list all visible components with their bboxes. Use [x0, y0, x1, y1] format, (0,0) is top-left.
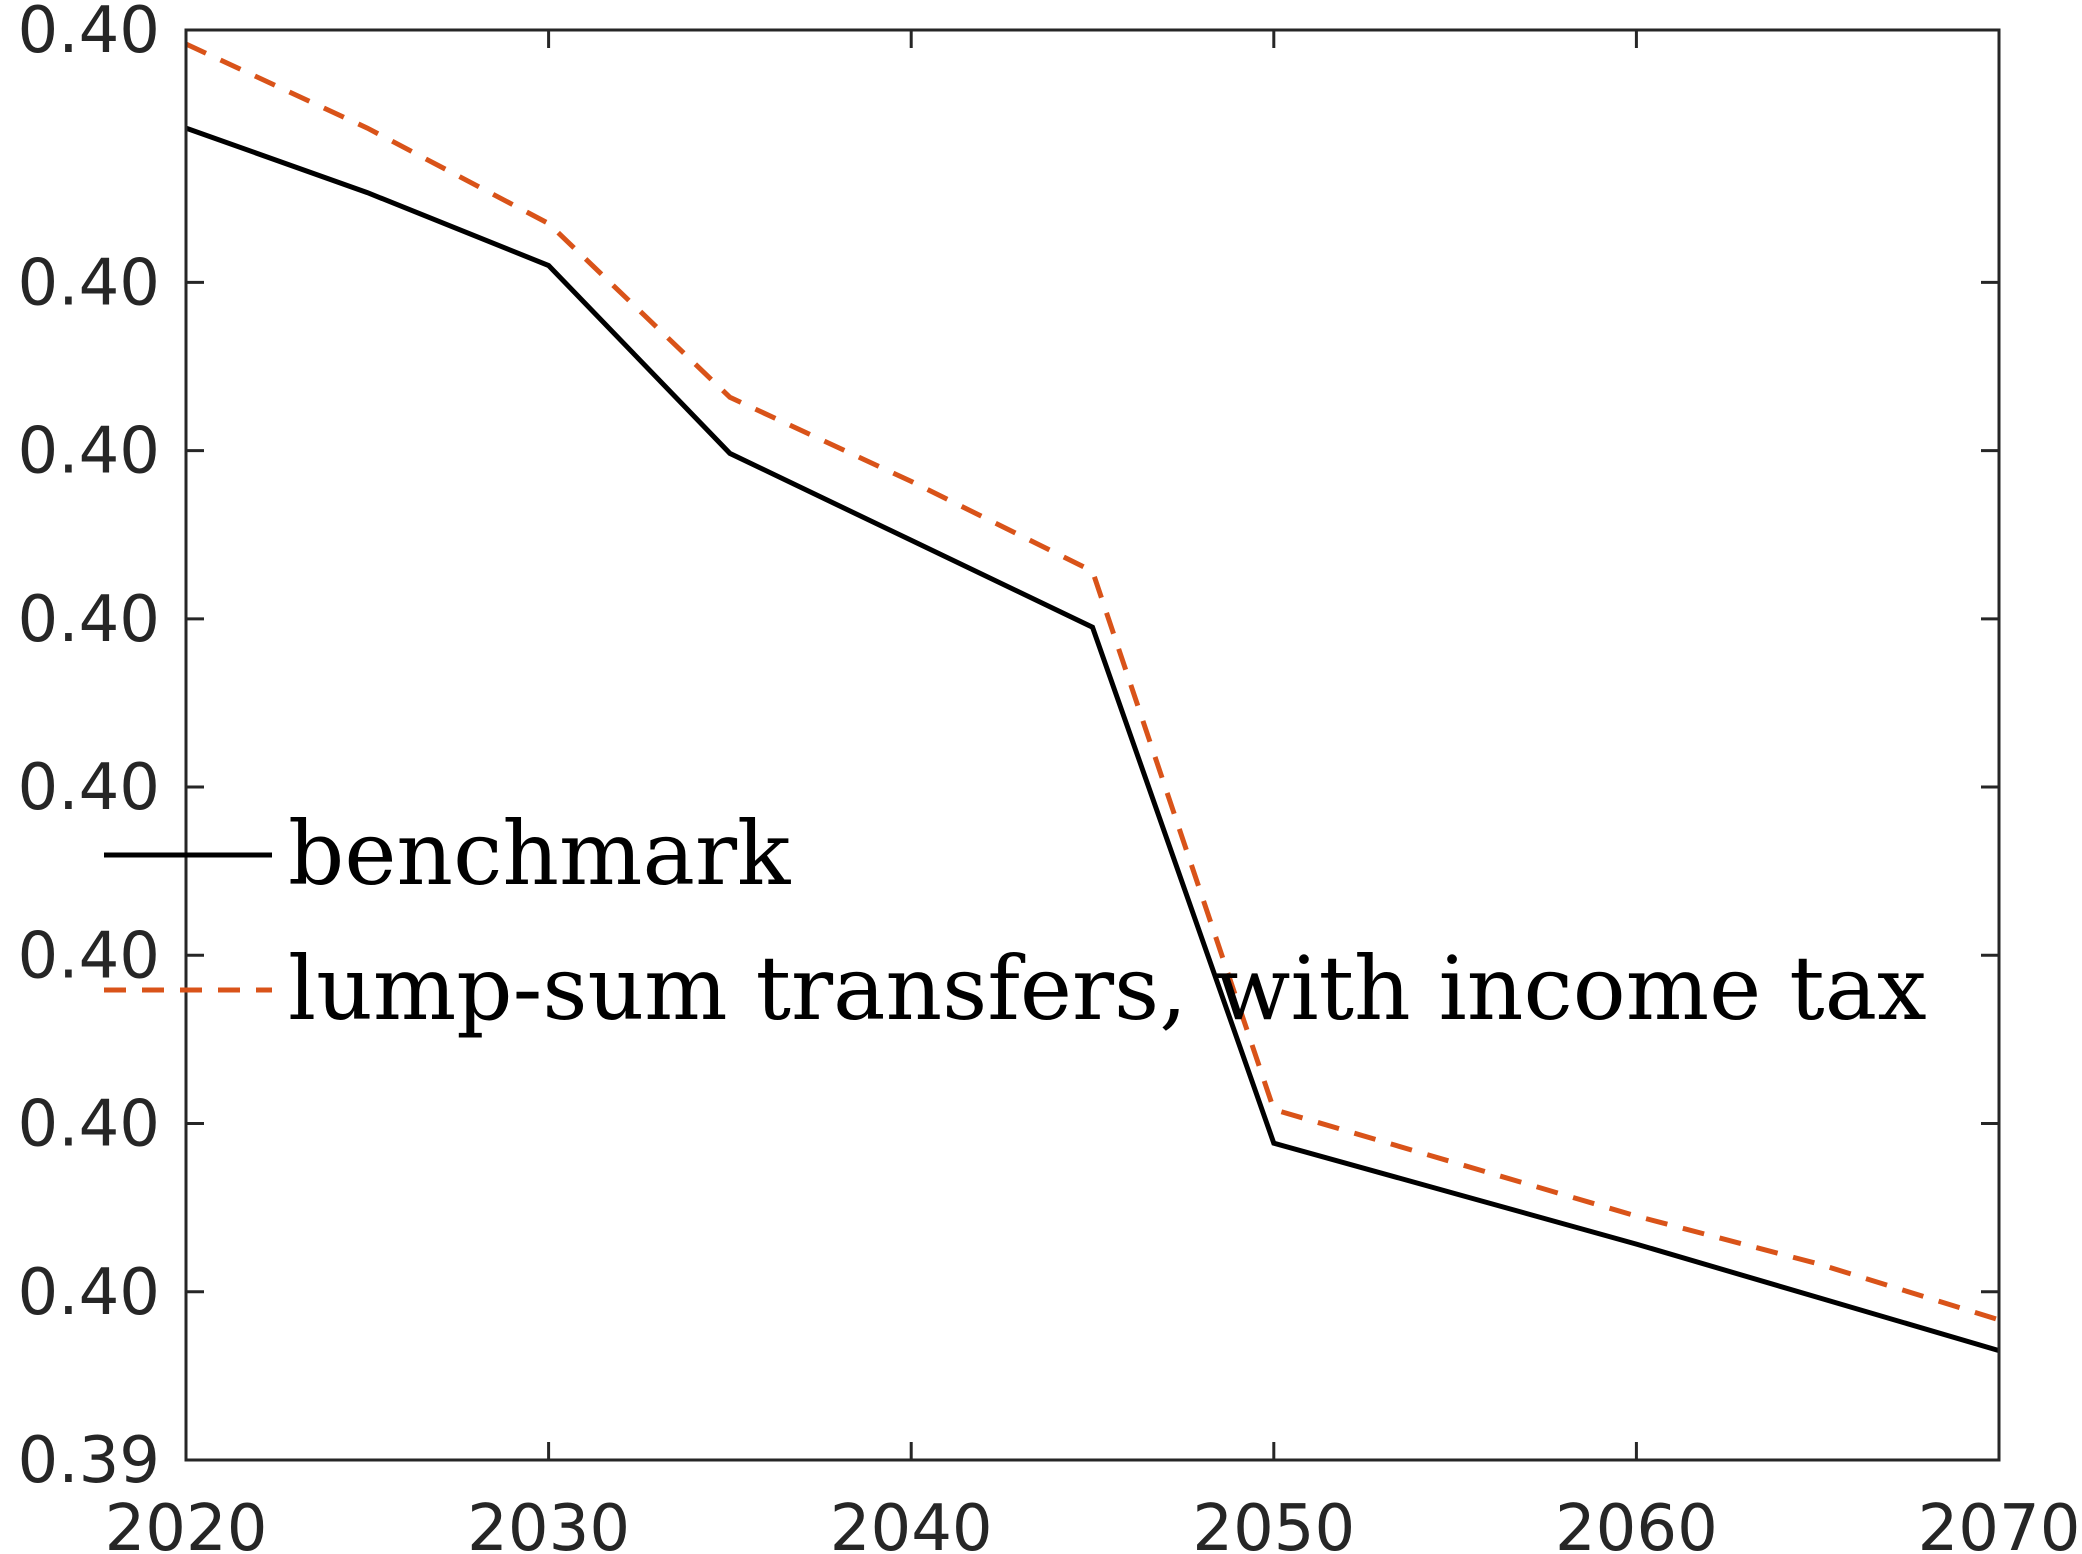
- x-tick-label: 2070: [1918, 1492, 2081, 1554]
- y-tick-label: 0.40: [18, 246, 161, 320]
- y-tick-label: 0.40: [18, 0, 161, 68]
- x-tick-label: 2050: [1192, 1492, 1355, 1554]
- y-tick-label: 0.40: [18, 919, 161, 993]
- legend-label-lump-sum-transfers: lump-sum transfers, with income tax: [288, 937, 1927, 1040]
- axes-frame: [184, 28, 2001, 1462]
- legend: benchmark lump-sum transfers, with incom…: [104, 802, 1927, 1040]
- y-tick-label: 0.40: [18, 1088, 161, 1162]
- legend-label-benchmark: benchmark: [288, 802, 791, 905]
- series-layer: [184, 41, 2000, 1353]
- y-tick-label: 0.40: [18, 415, 161, 489]
- y-tick-label: 0.40: [18, 583, 161, 657]
- x-tick-label: 2020: [105, 1492, 268, 1554]
- series-line-1: [184, 41, 2000, 1323]
- y-tick-label: 0.39: [18, 1424, 161, 1498]
- y-axis: 0.39 0.40 0.40 0.40 0.40 0.40 0.40 0.40 0.40: [18, 0, 1999, 1498]
- x-tick-label: 2030: [467, 1492, 630, 1554]
- x-tick-label: 2040: [830, 1492, 993, 1554]
- y-tick-label: 0.40: [18, 1256, 161, 1330]
- x-tick-label: 2060: [1555, 1492, 1718, 1554]
- x-axis: 2020 2030 2040 2050 2060 2070: [105, 30, 2081, 1554]
- y-tick-label: 0.40: [18, 751, 161, 825]
- series-line-0: [185, 125, 2000, 1353]
- plot-area: [186, 30, 1999, 1460]
